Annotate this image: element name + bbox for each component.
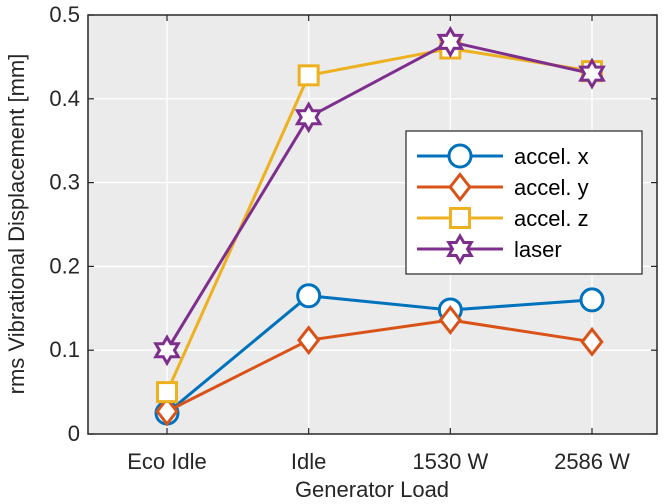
legend: accel. x accel. y accel. z laser — [405, 130, 643, 275]
data-point-hexagram — [153, 334, 181, 367]
legend-marker-hexagram — [446, 232, 474, 266]
plot-frame — [87, 14, 658, 435]
data-point-hexagram — [294, 101, 323, 134]
y-tick-label: 0.5 — [49, 2, 80, 27]
x-axis: Eco Idle Idle 1530 W 2586 W — [127, 15, 630, 474]
series-group — [153, 25, 606, 427]
data-point-circle — [579, 287, 605, 313]
data-point-square — [297, 64, 320, 87]
x-tick-label: Idle — [291, 449, 326, 474]
data-point-diamond — [297, 325, 321, 356]
data-point-diamond — [155, 396, 179, 427]
data-point-circle — [296, 283, 322, 309]
y-tick-label: 0.1 — [49, 337, 80, 362]
legend-label: accel. x — [514, 144, 589, 169]
legend-marker-circle — [447, 143, 473, 169]
x-tick-label: Eco Idle — [127, 449, 207, 474]
x-tick-label: 1530 W — [412, 449, 488, 474]
x-tick-label: 2586 W — [554, 449, 630, 474]
legend-marker-square — [449, 207, 471, 229]
legend-label: accel. z — [514, 206, 589, 231]
series-accel-y — [155, 305, 604, 427]
series-line — [165, 40, 593, 351]
data-point-diamond — [580, 326, 604, 357]
series-laser — [153, 25, 606, 367]
legend-label: laser — [514, 237, 562, 262]
y-tick-label: 0 — [68, 421, 80, 446]
y-axis: 0 0.1 0.2 0.3 0.4 0.5 — [49, 2, 657, 446]
legend-label: accel. y — [514, 175, 589, 200]
data-point-diamond — [438, 305, 462, 335]
y-tick-label: 0.4 — [49, 86, 80, 111]
series-line — [166, 294, 593, 415]
y-axis-label: rms Vibrational Displacement [mm] — [4, 54, 29, 395]
legend-marker-diamond — [448, 172, 472, 202]
series-line — [166, 318, 593, 413]
data-point-hexagram — [578, 57, 606, 90]
data-point-hexagram — [436, 25, 465, 58]
y-tick-label: 0.3 — [49, 170, 80, 195]
data-point-square — [156, 381, 178, 404]
x-axis-label: Generator Load — [295, 477, 449, 502]
y-tick-label: 0.2 — [49, 253, 80, 278]
